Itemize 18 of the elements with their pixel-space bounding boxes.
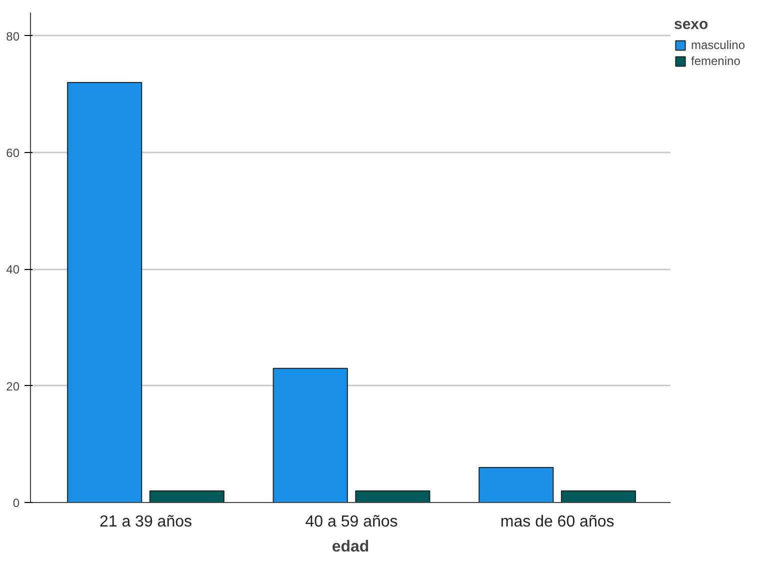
y-tick-label: 80 <box>6 29 20 44</box>
y-tick-label: 0 <box>12 496 20 510</box>
bar <box>355 490 430 502</box>
x-tick-label: 40 a 59 años <box>305 514 398 530</box>
y-tick-label: 60 <box>6 146 20 160</box>
legend-label: femenino <box>691 54 740 68</box>
y-tick-label: 40 <box>6 262 20 277</box>
legend-label: masculino <box>691 38 746 52</box>
bar <box>149 490 224 502</box>
bar <box>67 82 142 502</box>
bar <box>478 467 554 502</box>
y-tick-label: 20 <box>6 379 20 394</box>
x-tick-label: mas de 60 años <box>500 514 614 530</box>
x-axis-title: edad <box>332 538 370 556</box>
x-tick-label: 21 a 39 años <box>99 514 192 530</box>
bar <box>272 368 348 502</box>
legend-title: sexo <box>674 16 710 33</box>
bar <box>560 490 636 502</box>
